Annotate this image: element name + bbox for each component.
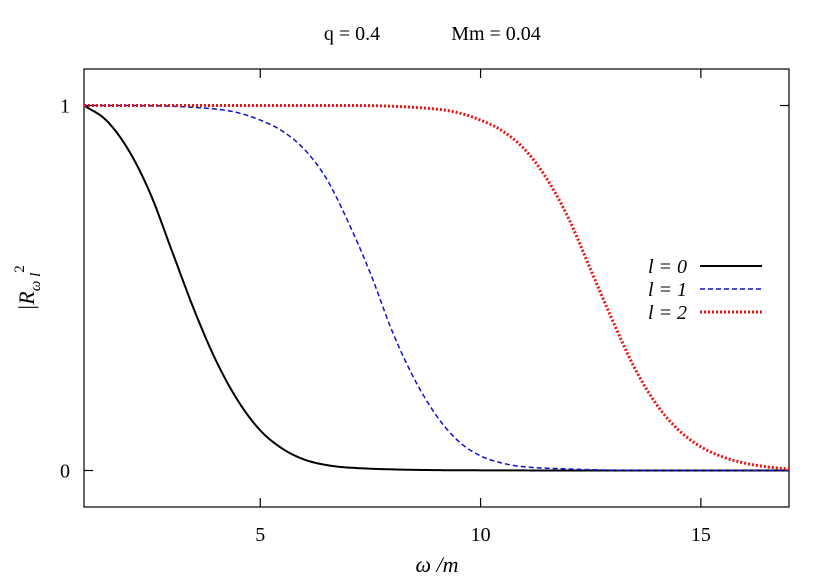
- legend: l = 0l = 1l = 2: [648, 256, 762, 324]
- legend-label: l = 1: [648, 279, 687, 301]
- x-axis-label: ω /m: [415, 552, 458, 577]
- series-lines: [83, 104, 790, 472]
- axis-tick-labels: 5 10 15 0 1: [60, 96, 711, 547]
- svg-text:|Rω l2: |Rω l2: [12, 265, 44, 311]
- x-tick-label: 10: [471, 524, 491, 546]
- series-line: [84, 104, 790, 471]
- y-axis-label-sup: 2: [12, 265, 28, 273]
- legend-label: l = 2: [648, 302, 687, 324]
- y-axis-label: |Rω l2: [12, 265, 44, 311]
- y-tick-label: 0: [60, 461, 70, 483]
- chart-title-mm: Mm = 0.04: [451, 23, 541, 45]
- series-line: [84, 104, 789, 472]
- y-axis-label-main: |R: [14, 291, 39, 311]
- x-tick-label: 15: [691, 524, 711, 546]
- legend-label: l = 0: [648, 256, 687, 278]
- y-axis-label-sub: ω l: [28, 273, 44, 292]
- y-tick-label: 1: [60, 96, 70, 118]
- chart-title-q: q = 0.4: [324, 23, 380, 45]
- x-tick-label: 5: [255, 524, 265, 546]
- series-line: [83, 104, 789, 472]
- plot-frame: [83, 68, 790, 508]
